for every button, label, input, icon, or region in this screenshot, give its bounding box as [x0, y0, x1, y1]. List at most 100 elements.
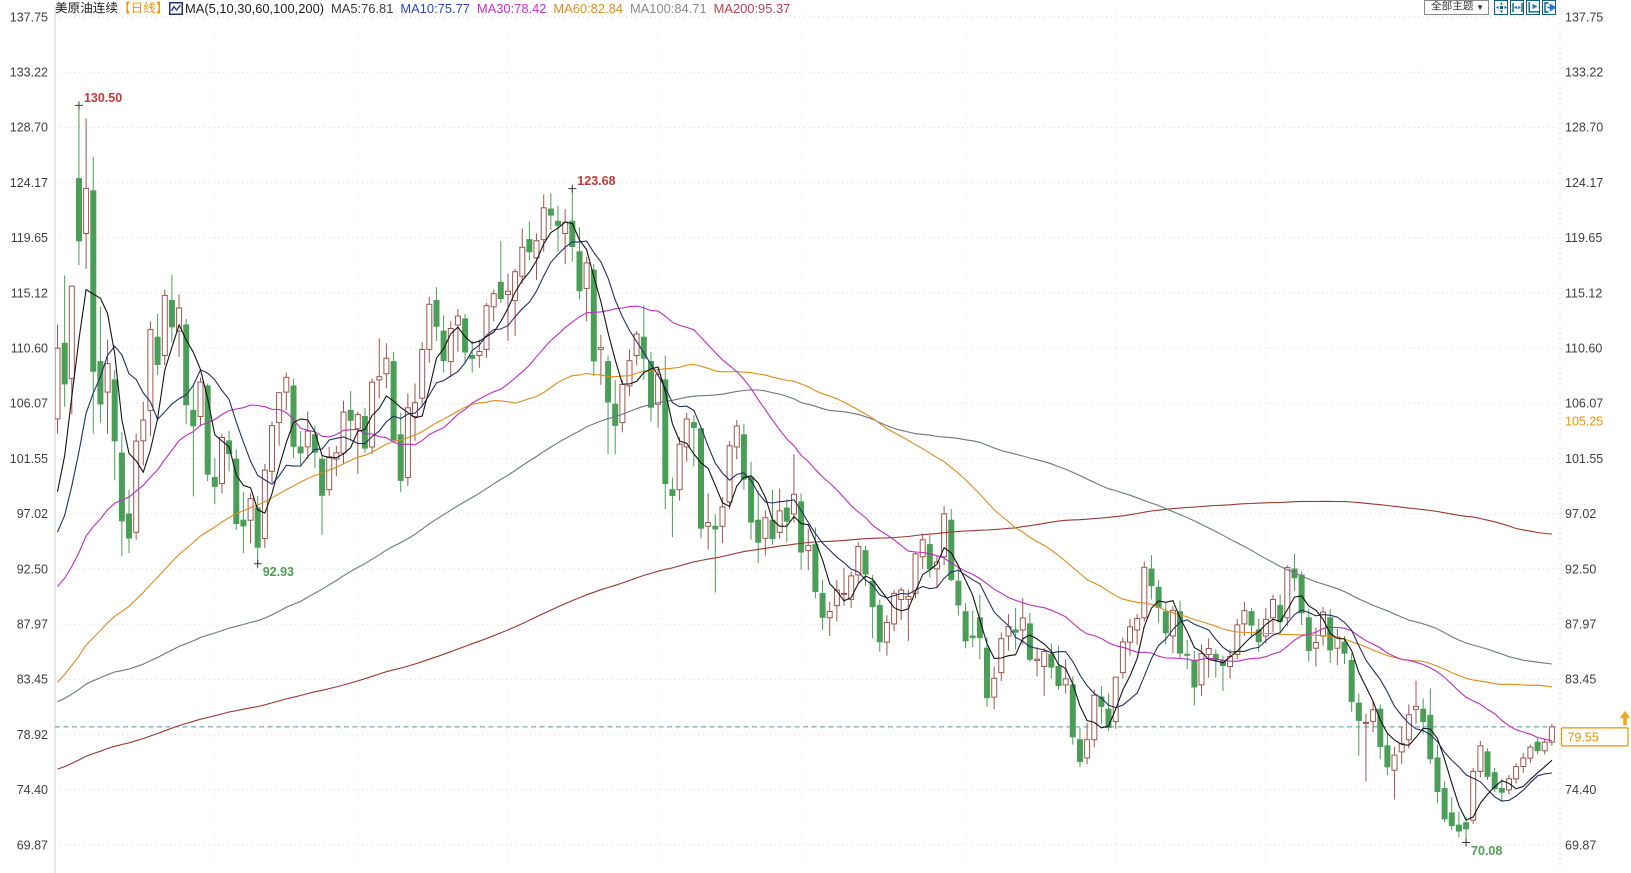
- y-tick-left: 69.87: [17, 838, 48, 852]
- ma200-value: MA200:95.37: [713, 1, 791, 16]
- candle: [1234, 619, 1241, 660]
- extreme-price-label: 130.50: [84, 91, 122, 105]
- candle: [676, 437, 683, 501]
- candle: [118, 432, 125, 557]
- candle: [1191, 650, 1198, 706]
- candle: [83, 118, 90, 269]
- candle: [1248, 608, 1255, 638]
- candle: [290, 378, 297, 458]
- candle: [1041, 648, 1048, 696]
- candle: [955, 566, 962, 616]
- candle: [347, 390, 354, 441]
- candle: [283, 372, 290, 411]
- candle: [1184, 639, 1191, 669]
- candle: [805, 528, 812, 571]
- candle: [640, 305, 647, 380]
- candle: [669, 477, 676, 538]
- restore-chart-icon: [1543, 2, 1555, 13]
- candle: [233, 449, 240, 530]
- tick-direction-up-arrow-icon: [1619, 710, 1631, 726]
- y-tick-right: 83.45: [1565, 673, 1596, 687]
- extreme-cross-marker: [253, 559, 262, 568]
- candle: [369, 378, 376, 455]
- candle: [161, 289, 168, 366]
- candle: [326, 447, 333, 496]
- candle: [1384, 733, 1391, 776]
- extreme-price-label: 92.93: [263, 565, 294, 579]
- candle: [1541, 738, 1548, 755]
- candle: [1391, 747, 1398, 800]
- annotation-low: 92.93: [253, 559, 294, 579]
- candle: [526, 221, 533, 261]
- y-tick-left: 83.45: [17, 673, 48, 687]
- candle: [247, 493, 254, 544]
- candle: [55, 324, 61, 434]
- y-tick-left: 119.65: [11, 231, 48, 245]
- candle: [376, 338, 383, 399]
- candle: [76, 105, 82, 266]
- candle: [1019, 598, 1026, 645]
- candle: [1348, 653, 1355, 712]
- candle: [1077, 727, 1083, 768]
- candle: [683, 412, 690, 462]
- candle: [1470, 767, 1477, 824]
- candle: [1448, 797, 1455, 830]
- candle: [297, 431, 304, 466]
- candle: [1477, 741, 1484, 778]
- indicator-zigzag-icon: [169, 2, 183, 15]
- candles-group: [55, 105, 1555, 843]
- y-tick-right: 101.55: [1565, 452, 1603, 466]
- candle: [934, 555, 940, 588]
- ma10-value: MA10:75.77: [400, 1, 470, 16]
- candle: [941, 506, 948, 566]
- candle: [512, 268, 519, 336]
- candle: [447, 321, 454, 378]
- candle: [719, 497, 726, 544]
- candle: [898, 587, 905, 621]
- y-tick-left: 97.02: [17, 507, 48, 521]
- ma-line-ma60: [57, 363, 1552, 688]
- candle: [104, 339, 111, 434]
- candle: [1212, 649, 1219, 678]
- candle: [240, 492, 247, 554]
- candle: [261, 464, 268, 549]
- candle: [648, 351, 654, 422]
- candle: [1427, 688, 1434, 765]
- y-tick-left: 128.70: [10, 121, 48, 135]
- chart-header: MA(5,10,30,60,100,200) MA5:76.81 MA10:75…: [55, 0, 797, 17]
- period-label: [118, 1, 169, 16]
- candle: [1112, 676, 1119, 729]
- candle: [776, 488, 783, 539]
- candle: [1084, 722, 1091, 765]
- extreme-cross-marker: [74, 101, 83, 110]
- candle: [497, 240, 504, 303]
- candle: [469, 340, 476, 373]
- candle: [226, 431, 233, 472]
- candle: [483, 303, 490, 358]
- candle: [1363, 714, 1369, 782]
- candle: [426, 296, 433, 363]
- candle: [833, 579, 840, 622]
- axis-marker-105: 105.25: [1565, 414, 1603, 428]
- candle: [919, 533, 926, 569]
- y-tick-left: 92.50: [17, 562, 48, 576]
- candle: [1148, 555, 1155, 600]
- candle: [612, 379, 619, 455]
- candle: [1141, 561, 1148, 622]
- pan-crosshair-button[interactable]: [1494, 0, 1508, 15]
- zoom-y-axis-button[interactable]: [1526, 0, 1540, 15]
- candle: [562, 209, 569, 264]
- candle: [540, 194, 547, 252]
- restore-chart-button[interactable]: [1542, 0, 1556, 15]
- candle: [440, 315, 447, 373]
- y-tick-right: 124.17: [1565, 176, 1603, 190]
- theme-dropdown[interactable]: ▼: [1424, 0, 1489, 15]
- chart-toolbar: ▼: [1424, 0, 1558, 16]
- zoom-x-axis-button[interactable]: [1510, 0, 1524, 15]
- candle: [419, 342, 426, 407]
- candle: [1506, 775, 1512, 795]
- candle: [991, 666, 998, 710]
- current-price-value: 79.55: [1568, 730, 1599, 744]
- candle: [576, 227, 583, 300]
